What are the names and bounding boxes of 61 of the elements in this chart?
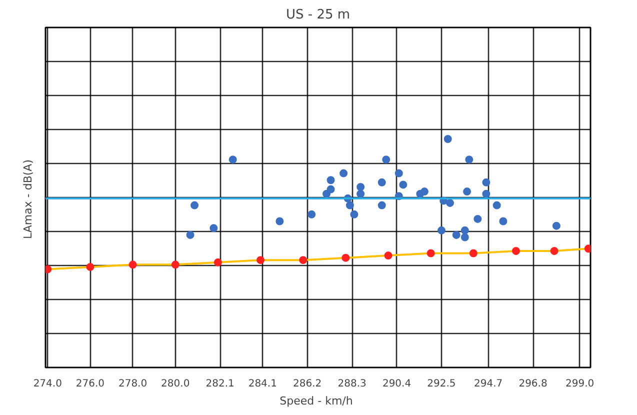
point	[550, 246, 558, 255]
point	[346, 201, 354, 210]
x-tick-label: 294.7	[474, 378, 503, 390]
point	[210, 224, 218, 232]
point	[308, 210, 316, 218]
point	[299, 256, 308, 264]
point	[384, 252, 392, 260]
point	[378, 201, 386, 210]
point	[474, 214, 482, 223]
y-axis-title: LAmax - dB(A)	[22, 160, 34, 239]
point	[460, 226, 469, 234]
point	[399, 180, 408, 189]
point	[326, 176, 335, 184]
point	[444, 135, 452, 143]
point	[128, 260, 137, 269]
point	[426, 249, 435, 258]
chart-title: US - 25 m	[286, 8, 350, 22]
point	[382, 156, 390, 164]
point	[452, 230, 460, 239]
point	[492, 201, 501, 210]
point	[214, 258, 222, 266]
x-tick-label: 274.0	[33, 378, 62, 390]
point	[499, 217, 508, 226]
point	[482, 190, 490, 198]
point	[463, 188, 472, 196]
x-tick-label: 296.8	[518, 378, 548, 390]
point	[469, 249, 478, 258]
point	[356, 182, 365, 191]
point	[190, 201, 199, 210]
x-tick-label: 290.4	[382, 378, 412, 390]
point	[171, 260, 180, 269]
point	[420, 188, 428, 196]
x-tick-label: 276.0	[76, 378, 105, 390]
x-tick-label: 286.2	[293, 378, 322, 390]
point	[350, 210, 358, 218]
point	[326, 185, 335, 194]
point	[378, 178, 386, 186]
x-tick-label: 282.1	[206, 378, 234, 390]
x-tick-label: 292.5	[427, 378, 456, 390]
point	[276, 217, 284, 226]
x-tick-label: 278.0	[118, 378, 148, 390]
point	[340, 169, 348, 178]
x-axis-title: Speed - km/h	[280, 394, 353, 408]
point	[460, 233, 469, 242]
point	[86, 262, 94, 271]
x-tick-label: 284.1	[248, 378, 277, 390]
point	[256, 256, 265, 264]
point	[482, 178, 490, 186]
x-tick-label: 299.0	[566, 378, 594, 390]
point	[437, 226, 446, 234]
point	[512, 246, 520, 255]
point	[356, 190, 365, 198]
x-tick-label: 288.3	[338, 378, 366, 390]
point	[394, 169, 403, 178]
point	[465, 156, 474, 164]
point	[552, 222, 560, 230]
point	[342, 254, 350, 262]
point	[228, 156, 237, 164]
point	[186, 230, 194, 239]
x-tick-label: 280.0	[161, 378, 190, 390]
point	[446, 198, 454, 207]
